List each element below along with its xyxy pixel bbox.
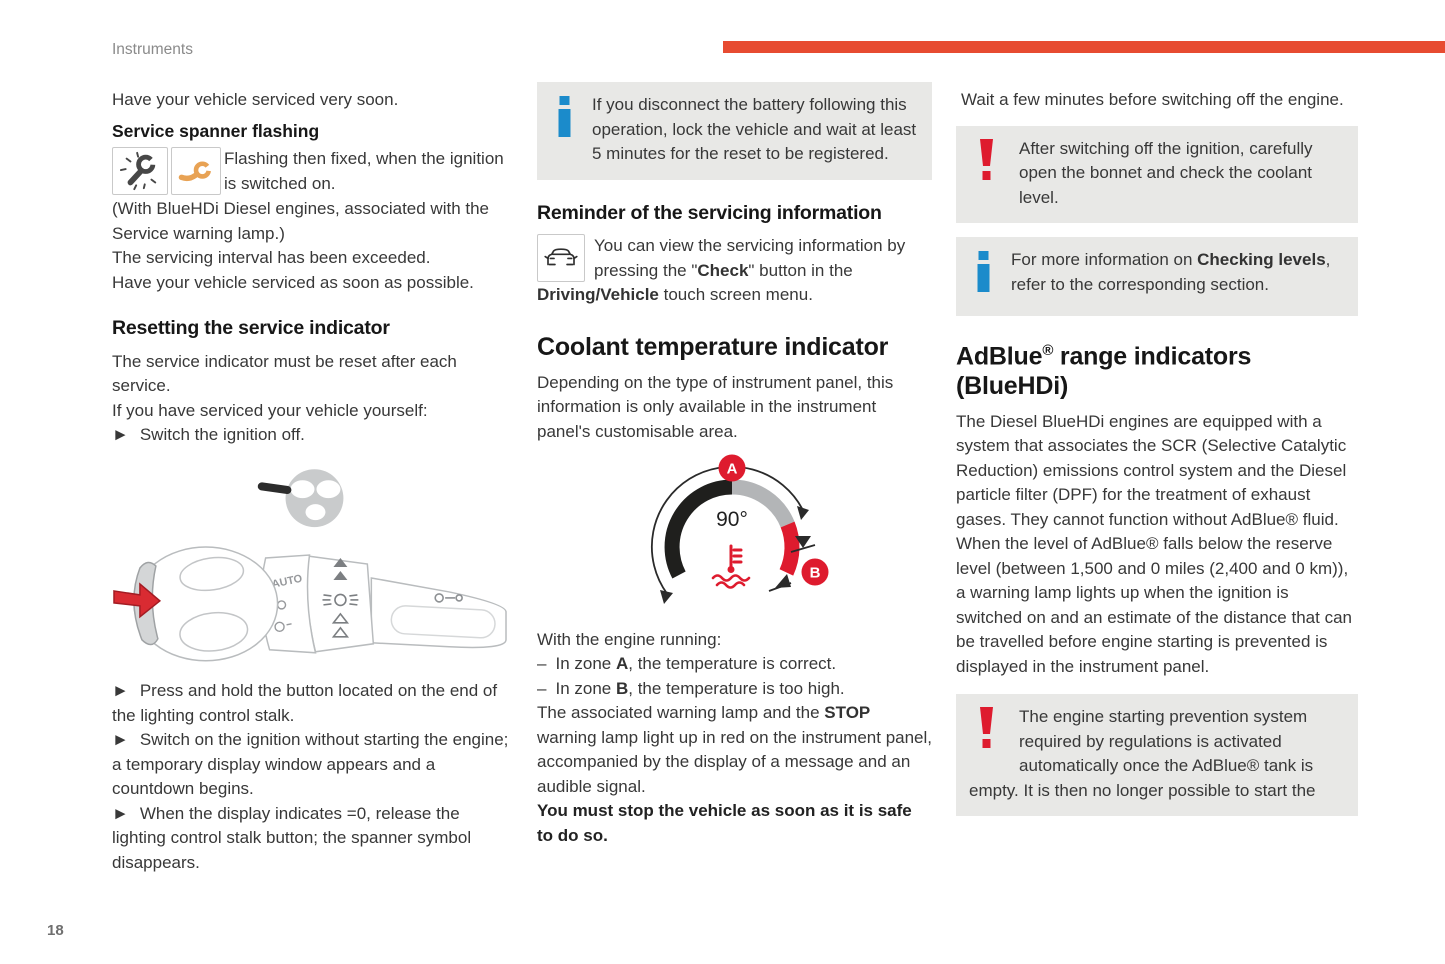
red-arrow-icon [113,581,162,618]
bullet-line: ► When the display indicates =0, release … [112,803,472,872]
column-left: Have your vehicle serviced very soon. Se… [112,88,511,875]
lighting-stalk-illustration: AUTO [110,462,511,672]
coolant-gauge-illustration: 90° A B [537,452,932,626]
paragraph: When the level of AdBlue® falls below th… [956,534,1352,676]
stalk-band-symbols [322,557,359,638]
warning-icon [978,707,995,757]
paragraph: With the engine running: [537,629,722,649]
heading-coolant: Coolant temperature indicator [537,332,889,361]
paragraph: The associated warning lamp and the STOP… [537,703,933,796]
steering-wheel-icon [257,468,344,527]
svg-text:A: A [726,461,737,478]
zone-a-badge: A [718,454,745,482]
zone-b-line: – In zone B, the temperature is too high. [537,677,932,702]
column-middle: If you disconnect the battery following … [537,82,932,848]
stop-warning-text: You must stop the vehicle as soon as it … [537,801,912,845]
paragraph: Wait a few minutes before switching off … [961,90,1344,109]
spanner-caption: Flashing then fixed, when the ignition i… [224,149,504,193]
heading-reminder: Reminder of the servicing information [537,201,882,224]
bullet-line: ► Switch on the ignition without starting… [112,730,509,798]
warning-box-adblue: The engine starting prevention system re… [956,694,1358,817]
paragraph: The Diesel BlueHDi engines are equipped … [956,411,1347,529]
warning-text: The engine starting prevention system re… [969,707,1316,800]
heading-resetting: Resetting the service indicator [112,317,390,339]
info-icon [976,251,991,301]
column-right: Wait a few minutes before switching off … [956,88,1358,830]
paragraph: Have your vehicle serviced as soon as po… [112,272,474,292]
reminder-block: You can view the servicing information b… [537,234,906,304]
zone-a-line: – In zone A, the temperature is correct. [537,652,932,677]
reset-steps: ► Press and hold the button located on th… [112,679,511,875]
page-number: 18 [47,922,64,939]
warning-text: After switching off the ignition, carefu… [1019,138,1313,207]
stalk-arm-glyph [434,592,463,603]
zone-b-badge: B [801,558,828,586]
heading-service-spanner: Service spanner flashing [112,120,320,141]
header-accent-bar [723,41,1445,53]
heading-adblue: AdBlue® range indicators (BlueHDi) [956,341,1252,400]
spanner-fixed-icon [171,147,221,195]
coolant-warning-icon [711,544,750,589]
vehicle-icon [537,234,585,282]
spanner-flashing-icon [112,147,168,195]
paragraph: (With BlueHDi Diesel engines, associated… [112,199,490,243]
warning-icon [978,138,995,189]
dash-icon: – [537,678,547,698]
info-box-battery: If you disconnect the battery following … [537,82,932,180]
paragraph: Depending on the type of instrument pane… [537,372,894,441]
paragraph: The servicing interval has been exceeded… [112,248,431,267]
bullet-arrow-icon: ► [112,730,129,749]
paragraph: The service indicator must be reset afte… [112,351,457,396]
paragraph: If you have serviced your vehicle yourse… [112,400,428,420]
paragraph: Have your vehicle serviced very soon. [112,90,399,109]
svg-text:B: B [809,565,820,582]
warning-box-coolant: After switching off the ignition, carefu… [956,125,1358,223]
info-icon [557,96,572,146]
info-box-levels: For more information on Checking levels,… [956,237,1358,316]
page-title: Instruments [112,41,193,58]
bullet-arrow-icon: ► [112,425,129,444]
dash-icon: – [537,654,547,673]
bullet-arrow-icon: ► [112,803,129,823]
spanner-icon-row: Flashing then fixed, when the ignition i… [112,147,511,196]
info-text: If you disconnect the battery following … [592,95,917,163]
bullet-line: ► Switch the ignition off. [112,423,511,448]
bullet-line: ► Press and hold the button located on th… [112,681,498,725]
gauge-temp-label: 90° [716,508,748,531]
bullet-arrow-icon: ► [112,681,129,700]
zone-b-markers [768,536,815,592]
